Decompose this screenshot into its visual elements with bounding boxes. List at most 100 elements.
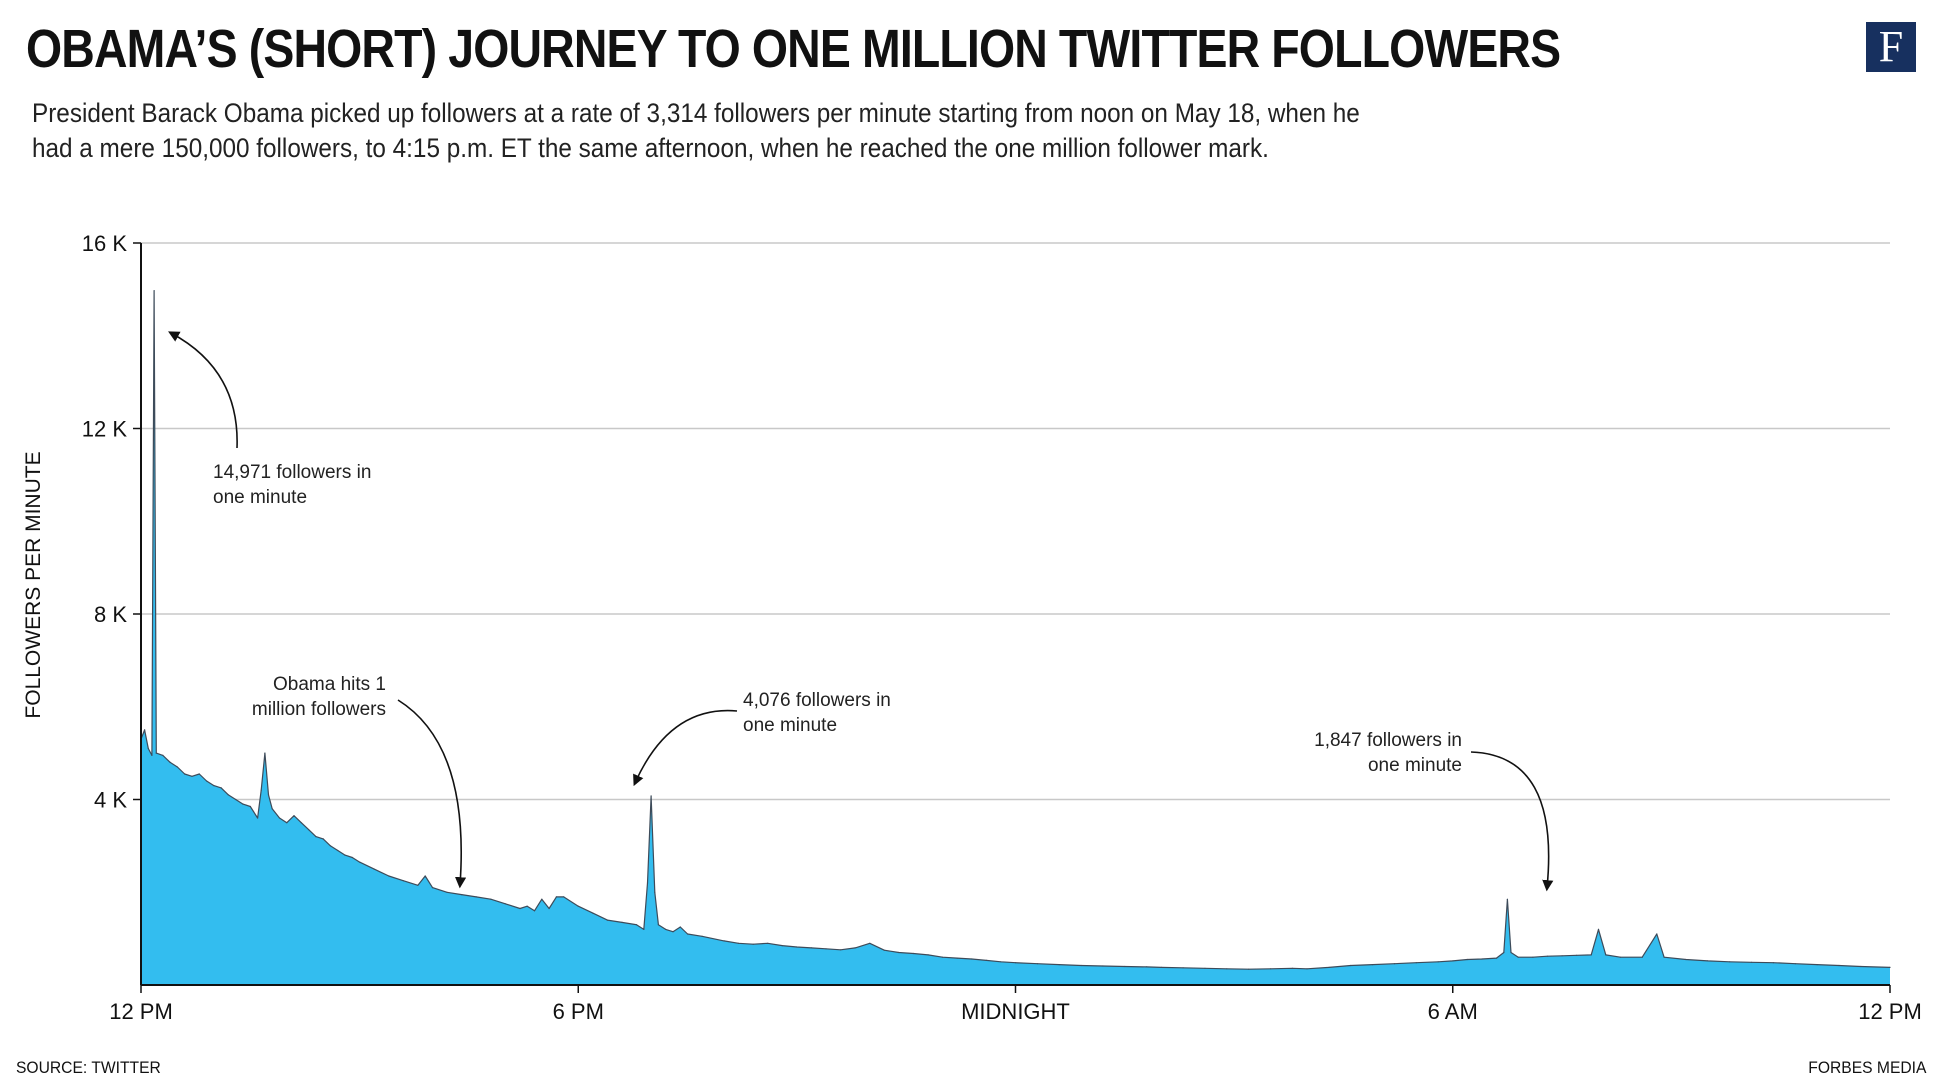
data-point	[679, 926, 681, 928]
data-point	[621, 921, 623, 924]
data-point	[504, 903, 506, 905]
data-point	[417, 884, 419, 886]
data-point	[665, 928, 667, 931]
credit-note: FORBES MEDIA	[1807, 1058, 1926, 1077]
annotation-label: 4,076 followers in one minute	[743, 690, 891, 736]
data-point	[1350, 964, 1352, 967]
data-point	[351, 856, 353, 859]
data-point	[1306, 968, 1308, 970]
chart-subtitle: President Barack Obama picked up followe…	[32, 98, 1360, 163]
data-point	[144, 729, 146, 731]
data-point	[1415, 962, 1417, 964]
data-point	[191, 775, 193, 777]
data-point	[1605, 954, 1607, 956]
y-tick-label: 4 K	[94, 788, 127, 813]
data-point	[1328, 966, 1330, 969]
area-fill	[141, 290, 1890, 985]
data-point	[796, 946, 798, 948]
data-point	[519, 907, 521, 910]
data-point	[264, 752, 266, 754]
data-point	[1036, 963, 1038, 965]
data-point	[1080, 964, 1082, 967]
data-point	[643, 928, 645, 931]
data-point	[242, 803, 244, 805]
data-point	[257, 817, 259, 819]
y-axis-label: FOLLOWERS PER MINUTE	[22, 451, 45, 718]
data-point	[1058, 964, 1060, 966]
data-point	[541, 898, 543, 900]
series-line	[140, 290, 1891, 970]
data-point	[942, 956, 944, 958]
data-point	[1204, 967, 1206, 969]
data-point	[184, 773, 186, 775]
y-tick-label: 8 K	[94, 602, 127, 627]
data-point	[249, 805, 251, 808]
data-point	[563, 896, 565, 898]
data-point	[767, 942, 769, 944]
data-point	[1270, 968, 1272, 970]
data-point	[1641, 956, 1643, 958]
data-point	[151, 754, 153, 757]
data-point	[654, 891, 656, 893]
data-point	[840, 949, 842, 951]
x-tick-label: 12 PM	[109, 999, 173, 1024]
data-point	[1437, 961, 1439, 963]
data-point	[1838, 964, 1840, 967]
data-point	[315, 836, 317, 838]
data-point	[657, 924, 660, 926]
data-point	[825, 948, 827, 950]
data-point	[752, 943, 754, 945]
data-point	[1226, 968, 1228, 970]
data-point	[1481, 958, 1483, 960]
annotation-label: 14,971 followers in one minute	[213, 462, 371, 508]
data-point	[1503, 951, 1505, 954]
annotation-arrow	[168, 331, 238, 449]
data-point	[344, 854, 346, 856]
data-point	[153, 290, 155, 292]
data-point	[235, 798, 237, 801]
data-point	[169, 761, 171, 764]
annotation-line: one minute	[213, 487, 307, 508]
chart-title: OBAMA’S (SHORT) JOURNEY TO ONE MILLION T…	[26, 19, 1561, 79]
data-point	[555, 896, 558, 898]
data-point	[260, 789, 262, 791]
annotations: 14,971 followers in one minute Obama hits …	[168, 331, 1554, 892]
data-point	[672, 931, 674, 933]
data-point	[1452, 960, 1454, 962]
data-point	[373, 868, 375, 870]
x-tick-label: MIDNIGHT	[961, 999, 1070, 1024]
data-point	[956, 957, 958, 959]
data-point	[308, 829, 310, 831]
data-point	[293, 815, 295, 817]
data-point	[300, 822, 302, 824]
data-point	[883, 949, 885, 951]
data-point	[701, 935, 703, 937]
data-point	[155, 752, 157, 754]
annotation-line: one minute	[1368, 755, 1462, 776]
source-note: SOURCE: TWITTER	[16, 1058, 161, 1077]
data-point	[424, 875, 426, 877]
data-point	[227, 794, 229, 796]
axes	[133, 242, 1891, 993]
data-point	[431, 887, 434, 889]
data-point	[271, 808, 273, 810]
data-point	[592, 912, 594, 914]
data-point	[359, 861, 361, 863]
data-point	[1663, 956, 1665, 958]
data-point	[1772, 962, 1774, 964]
annotation-line: one minute	[743, 715, 837, 736]
data-point	[147, 747, 149, 750]
data-point	[1146, 966, 1148, 968]
data-point	[1729, 961, 1731, 963]
data-point	[388, 875, 390, 877]
data-point	[635, 924, 638, 926]
annotation-line: 4,076 followers in	[743, 690, 891, 711]
data-point	[1000, 961, 1002, 963]
data-point	[1619, 956, 1621, 958]
data-point	[738, 942, 740, 944]
annotation-line: Obama hits 1	[273, 674, 386, 695]
data-point	[1889, 966, 1891, 969]
data-point	[1576, 954, 1578, 956]
data-point	[1102, 965, 1104, 967]
